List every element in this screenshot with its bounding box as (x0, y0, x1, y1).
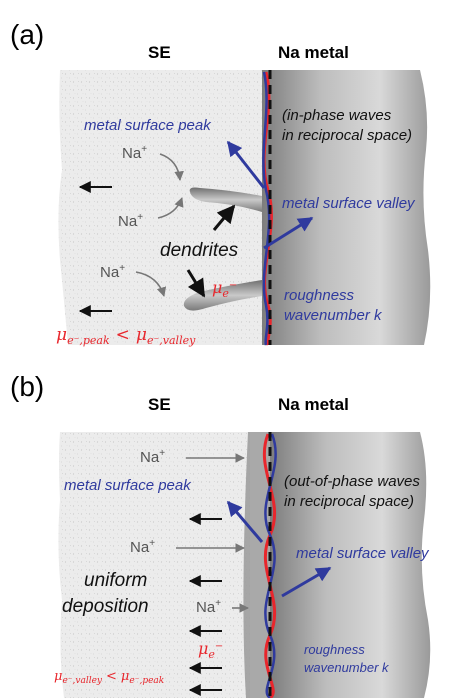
panel-a-red-wave (262, 71, 273, 346)
panel-b-roughness-2: wavenumber k (304, 660, 390, 675)
panel-a-roughness-2: wavenumber k (284, 307, 383, 324)
panel-b-ion-2: Na+ (130, 538, 155, 556)
panel-a-se-region (58, 70, 263, 345)
panel-b-wave-note-2: in reciprocal space) (284, 493, 414, 510)
panel-b-valley-label: metal surface valley (296, 545, 430, 562)
panel-b-deposit-layer (243, 432, 270, 698)
panel-a-dendrite-pointer-1 (212, 204, 236, 231)
panel-b-uniform-2: deposition (62, 596, 149, 617)
panel-a-dendrite-upper (189, 187, 262, 212)
panel-a-mu-label: μe− (212, 278, 237, 300)
panel-b-peak-label: metal surface peak (64, 477, 192, 494)
panel-a-se-label: SE (148, 43, 171, 62)
panel-b-ion-1: Na+ (140, 448, 165, 466)
panel-b-metal-region (270, 432, 431, 698)
panel-a-valley-label: metal surface valley (282, 195, 416, 212)
panel-a-ion-arrow-1 (159, 153, 184, 181)
panel-a-peak-arrow (226, 140, 266, 189)
panel-a-metal-label: Na metal (278, 43, 349, 62)
panel-a-inequality: μe⁻,peak < μe⁻,valley (56, 325, 196, 347)
panel-a-ion-arrow-2 (157, 197, 184, 219)
panel-a-ion-2: Na+ (118, 212, 143, 230)
panel-b-peak-arrow (226, 500, 264, 543)
panel-a-metal-region (262, 70, 431, 345)
panel-b-ion-3: Na+ (196, 598, 221, 616)
panel-a-valley-arrow (263, 216, 314, 250)
panel-b-metal-label: Na metal (278, 395, 349, 414)
panel-b-tag: (b) (10, 371, 44, 402)
panel-a-ion-1: Na+ (122, 144, 147, 162)
panel-a-wave-note-2: in reciprocal space) (282, 127, 412, 144)
panel-a-dendrite-pointer-2 (186, 269, 206, 298)
panel-a-ion-arrow-3 (135, 271, 167, 297)
panel-a-wave-note-1: (in-phase waves (282, 107, 392, 124)
panel-b-valley-arrow (281, 566, 332, 598)
panel-a-dendrites-label: dendrites (160, 240, 239, 261)
panel-a-ion-3: Na+ (100, 263, 125, 281)
panel-a: (a) SE Na metal Na+ Na+ Na+ dendrites μe… (10, 19, 431, 347)
panel-b: (b) SE Na metal Na+ Na+ Na+ uniform depo… (10, 371, 431, 698)
panel-a-dendrite-lower (183, 280, 262, 311)
panel-b-uniform-1: uniform (84, 570, 147, 591)
panel-b-mu-label: μe− (198, 639, 223, 661)
panel-a-peak-label: metal surface peak (84, 117, 212, 134)
panel-b-wave-note-1: (out-of-phase waves (284, 473, 420, 490)
panel-b-roughness-1: roughness (304, 642, 365, 657)
panel-a-tag: (a) (10, 19, 44, 50)
panel-b-se-label: SE (148, 395, 171, 414)
panel-a-roughness-1: roughness (284, 287, 355, 304)
panel-b-se-region (58, 432, 251, 698)
panel-b-inequality: μe⁻,valley < μe⁻,peak (54, 669, 164, 686)
